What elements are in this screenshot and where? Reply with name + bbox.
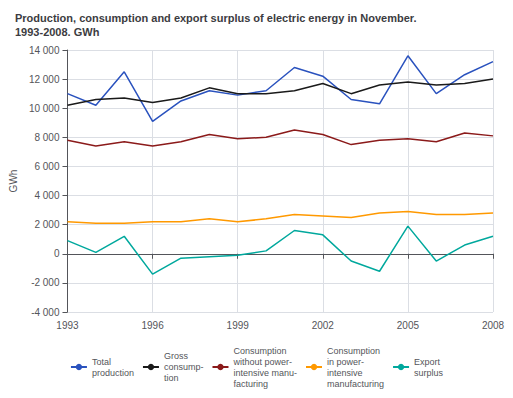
svg-text:manufacturing: manufacturing [327,379,384,389]
svg-text:Consumption: Consumption [233,346,286,356]
svg-text:-2 000: -2 000 [31,277,60,288]
svg-text:Export: Export [414,357,441,367]
svg-text:1993: 1993 [56,320,79,331]
svg-text:6 000: 6 000 [34,161,59,172]
svg-text:tion: tion [164,373,179,383]
svg-text:intensive: intensive [327,368,363,378]
svg-text:facturing: facturing [233,379,268,389]
svg-text:intensive manu-: intensive manu- [233,368,297,378]
svg-text:4 000: 4 000 [34,190,59,201]
svg-text:1996: 1996 [141,320,164,331]
svg-text:2005: 2005 [397,320,420,331]
svg-text:1999: 1999 [227,320,250,331]
svg-text:1993-2008. GWh: 1993-2008. GWh [15,26,100,38]
svg-text:consump-: consump- [164,362,204,372]
svg-text:GWh: GWh [8,170,19,193]
svg-text:Total: Total [92,357,111,367]
svg-text:surplus: surplus [414,368,444,378]
svg-text:-4 000: -4 000 [31,307,60,318]
svg-text:10 000: 10 000 [29,103,60,114]
svg-text:Consumption: Consumption [327,346,380,356]
svg-text:12 000: 12 000 [29,74,60,85]
svg-text:in power-: in power- [327,357,364,367]
svg-text:2008: 2008 [482,320,505,331]
svg-text:production: production [92,368,134,378]
svg-text:14 000: 14 000 [29,45,60,56]
svg-text:Gross: Gross [164,351,189,361]
svg-text:2002: 2002 [312,320,335,331]
svg-text:8 000: 8 000 [34,132,59,143]
svg-text:Production, consumption and ex: Production, consumption and export surpl… [15,12,417,24]
svg-text:0: 0 [54,248,60,259]
svg-text:without power-: without power- [232,357,292,367]
svg-text:2 000: 2 000 [34,219,59,230]
